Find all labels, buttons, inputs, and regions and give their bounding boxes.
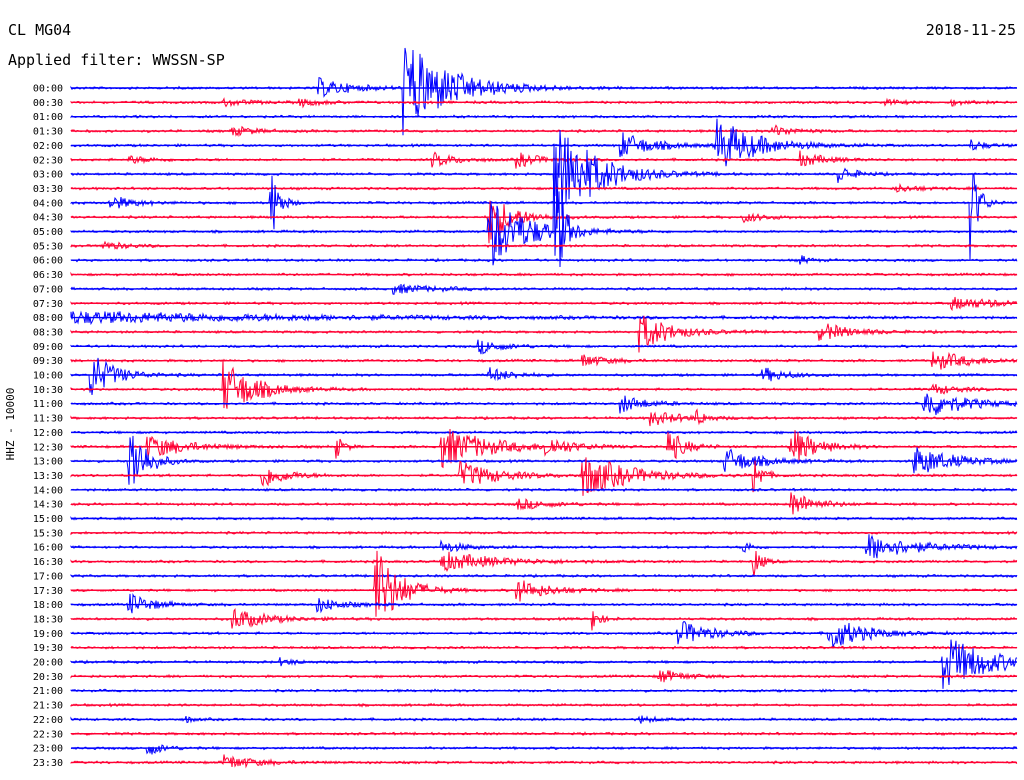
row-time-label: 09:00 xyxy=(33,342,63,353)
row-time-label: 10:00 xyxy=(33,371,63,382)
row-time-label: 04:00 xyxy=(33,198,63,209)
row-time-label: 05:00 xyxy=(33,227,63,238)
trace-row xyxy=(70,492,1018,515)
row-time-label: 06:30 xyxy=(33,270,63,281)
row-time-label: 16:00 xyxy=(33,543,63,554)
row-time-label: 12:00 xyxy=(33,428,63,439)
row-time-label: 07:30 xyxy=(33,299,63,310)
trace-row xyxy=(70,200,1018,244)
trace-row xyxy=(70,620,1018,649)
row-time-label: 02:00 xyxy=(33,141,63,152)
row-time-label: 14:00 xyxy=(33,485,63,496)
row-time-label: 11:00 xyxy=(33,399,63,410)
row-time-label: 23:30 xyxy=(33,758,63,769)
trace-row xyxy=(70,550,1018,577)
row-time-label: 13:30 xyxy=(33,471,63,482)
row-time-label: 05:30 xyxy=(33,241,63,252)
row-time-label: 10:30 xyxy=(33,385,63,396)
trace-row xyxy=(70,359,1018,409)
row-time-label: 15:00 xyxy=(33,514,63,525)
row-time-label: 20:00 xyxy=(33,658,63,669)
date-label: 2018-11-25 xyxy=(925,21,1016,39)
row-time-label: 02:30 xyxy=(33,155,63,166)
time-labels: 00:00 00:30 01:00 01:30 02:00 02:30 03:00 03:30… xyxy=(33,84,63,769)
row-time-label: 01:00 xyxy=(33,112,63,123)
row-time-label: 17:30 xyxy=(33,586,63,597)
row-time-label: 20:30 xyxy=(33,672,63,683)
row-time-label: 17:00 xyxy=(33,571,63,582)
row-time-label: 00:30 xyxy=(33,98,63,109)
row-time-label: 19:30 xyxy=(33,643,63,654)
station-code: CL MG04 xyxy=(8,21,72,39)
row-time-label: 14:30 xyxy=(33,500,63,511)
trace-row xyxy=(70,607,1018,631)
row-time-label: 15:30 xyxy=(33,528,63,539)
trace-row xyxy=(70,47,1018,136)
row-time-label: 11:30 xyxy=(33,414,63,425)
row-time-label: 18:30 xyxy=(33,614,63,625)
filter-label: Applied filter: WWSSN-SP xyxy=(8,51,225,69)
row-time-label: 21:00 xyxy=(33,686,63,697)
trace-row xyxy=(70,593,1018,614)
row-time-label: 06:00 xyxy=(33,256,63,267)
trace-row xyxy=(70,428,1018,469)
row-time-label: 08:00 xyxy=(33,313,63,324)
row-time-label: 01:30 xyxy=(33,127,63,138)
channel-label: HHZ - 10000 xyxy=(4,388,17,461)
row-time-label: 03:00 xyxy=(33,170,63,181)
row-time-label: 07:00 xyxy=(33,284,63,295)
row-time-label: 19:00 xyxy=(33,629,63,640)
trace-row xyxy=(70,143,1018,268)
row-time-label: 16:30 xyxy=(33,557,63,568)
seismic-traces xyxy=(70,47,1018,769)
trace-row xyxy=(70,744,1018,755)
trace-row xyxy=(70,534,1018,559)
row-time-label: 03:30 xyxy=(33,184,63,195)
row-time-label: 04:30 xyxy=(33,213,63,224)
row-time-label: 22:30 xyxy=(33,729,63,740)
row-time-label: 23:00 xyxy=(33,744,63,755)
row-time-label: 13:00 xyxy=(33,457,63,468)
row-time-label: 00:00 xyxy=(33,84,63,95)
row-time-label: 21:30 xyxy=(33,701,63,712)
row-time-label: 18:00 xyxy=(33,600,63,611)
row-time-label: 12:30 xyxy=(33,442,63,453)
row-time-label: 08:30 xyxy=(33,327,63,338)
trace-row xyxy=(70,754,1018,769)
row-time-label: 22:00 xyxy=(33,715,63,726)
row-time-label: 09:30 xyxy=(33,356,63,367)
